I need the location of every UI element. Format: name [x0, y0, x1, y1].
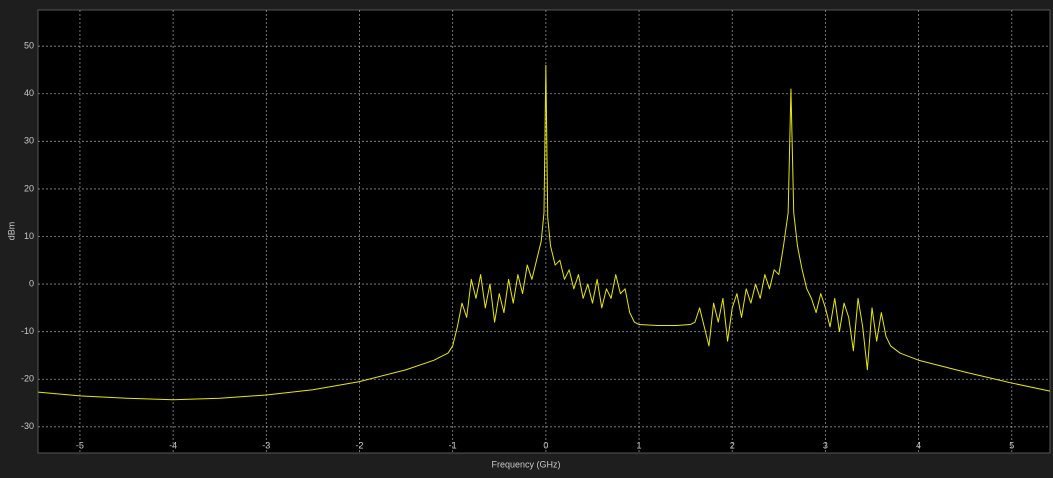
x-tick-label: 5	[1009, 440, 1014, 450]
y-tick-label: -20	[21, 374, 34, 384]
y-tick-label: 0	[29, 278, 34, 288]
x-tick-label: 0	[543, 440, 548, 450]
x-axis-label: Frequency (GHz)	[491, 459, 560, 469]
x-tick-label: -3	[262, 440, 270, 450]
x-tick-label: 4	[916, 440, 921, 450]
y-tick-label: -30	[21, 421, 34, 431]
y-tick-label: 30	[24, 136, 34, 146]
x-tick-label: -2	[355, 440, 363, 450]
y-tick-label: -10	[21, 326, 34, 336]
spectrum-line	[37, 64, 1051, 401]
y-tick-label: 40	[24, 88, 34, 98]
x-tick-label: 3	[823, 440, 828, 450]
y-tick-label: 20	[24, 183, 34, 193]
x-tick-label: -1	[449, 440, 457, 450]
x-tick-label: 2	[730, 440, 735, 450]
plot-area	[37, 9, 1051, 454]
x-tick-label: -5	[76, 440, 84, 450]
y-tick-label: 10	[24, 231, 34, 241]
y-axis-label: dBm	[6, 222, 16, 241]
y-tick-label: 50	[24, 41, 34, 51]
x-tick-label: -4	[169, 440, 177, 450]
x-tick-label: 1	[637, 440, 642, 450]
